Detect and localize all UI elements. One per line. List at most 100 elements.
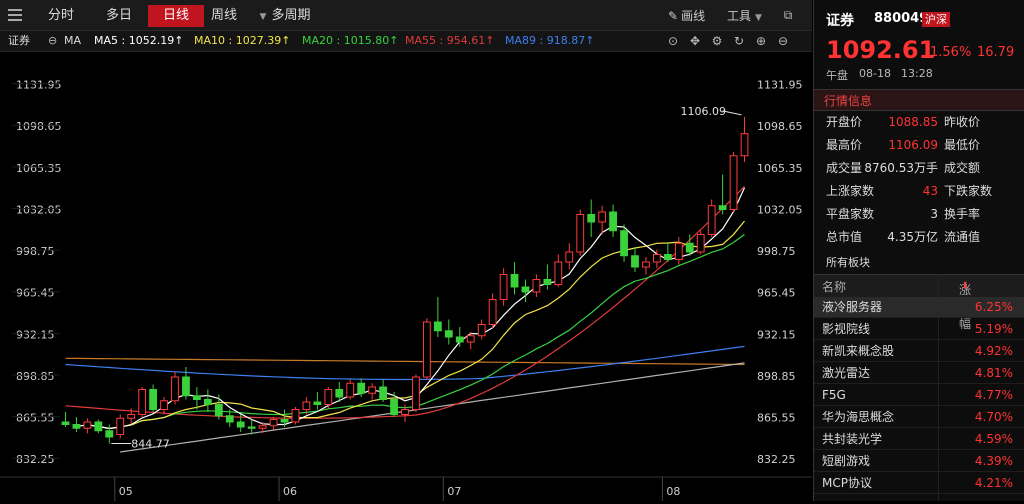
- draw-button[interactable]: ✎ 画线: [668, 5, 705, 27]
- ma89-value: MA89 : 918.87↑: [505, 34, 595, 47]
- table-column-divider: [938, 274, 939, 501]
- stat-label-2: 下跌家数: [944, 184, 993, 198]
- ma-long-orange-line: [65, 357, 745, 366]
- y-tick-label-left: 1065.35: [16, 162, 62, 175]
- candle-body: [543, 279, 552, 285]
- sector-name: F5G: [822, 388, 846, 402]
- settings-icon[interactable]: ⚙: [711, 34, 723, 48]
- tab-multiday[interactable]: 多日: [105, 8, 132, 23]
- tab-daily[interactable]: 日线: [148, 5, 204, 27]
- stat-value: 8760.53万手: [864, 161, 938, 175]
- refresh-icon[interactable]: ↻: [733, 34, 745, 48]
- chart-toolbar: 分时 多日 日线 周线 ▼ 多周期 ✎ 画线 工具 ▼ ⧉: [0, 0, 812, 31]
- candle-body: [335, 389, 344, 398]
- candle-body: [455, 336, 464, 343]
- market-info-header[interactable]: 行情信息: [814, 89, 1024, 111]
- candle-body: [674, 242, 683, 260]
- y-tick-label-right: 932.15: [757, 328, 796, 341]
- stat-value: 43: [922, 184, 938, 198]
- candle-body: [105, 430, 114, 438]
- ma55-value: MA55 : 954.61↑: [405, 34, 495, 47]
- sector-row[interactable]: 影视院线 5.19%: [814, 319, 1024, 340]
- session-label: 午盘: [826, 69, 848, 82]
- sector-name: 短剧游戏: [822, 454, 871, 468]
- sector-pct: 4.70%: [974, 410, 1013, 424]
- sector-pct: 4.59%: [974, 432, 1013, 446]
- quote-date: 08-18: [859, 67, 891, 80]
- stat-label: 平盘家数: [826, 207, 875, 221]
- sector-name: 华为海思概念: [822, 410, 895, 424]
- sector-row[interactable]: 华为海思概念 4.70%: [814, 407, 1024, 428]
- sector-row[interactable]: 短剧游戏 4.39%: [814, 451, 1024, 472]
- stat-label-2: 最低价: [944, 138, 981, 152]
- candle-body: [61, 421, 70, 425]
- candle-body: [280, 419, 289, 423]
- stat-value: 3: [930, 207, 938, 221]
- security-code: 880049: [874, 11, 929, 26]
- stat-label-2: 成交额: [944, 161, 981, 175]
- col-name-header[interactable]: 名称: [822, 280, 847, 294]
- candle-body: [193, 395, 201, 400]
- candle-body: [653, 254, 661, 263]
- collapse-icon[interactable]: ⊙: [667, 34, 679, 48]
- sector-name: 激光雷达: [822, 366, 871, 380]
- candle-body: [160, 400, 168, 410]
- candle-body: [718, 205, 727, 210]
- quote-panel: 证券 880049 沪深 1092.61 1.56% 16.79 午盘 08-1…: [813, 0, 1024, 501]
- y-tick-label-right: 1032.05: [757, 203, 803, 216]
- candle-body: [116, 417, 125, 435]
- all-sectors-label[interactable]: 所有板块: [826, 256, 870, 269]
- candle-body: [225, 415, 234, 423]
- candle-body: [357, 382, 366, 394]
- stat-label: 总市值: [826, 230, 863, 244]
- y-tick-label-right: 1131.95: [757, 79, 803, 92]
- sector-row[interactable]: 激光雷达 4.81%: [814, 363, 1024, 384]
- move-icon[interactable]: ✥: [689, 34, 701, 48]
- candle-body: [707, 205, 716, 235]
- candle-body: [598, 211, 607, 223]
- sector-row[interactable]: F5G 4.77%: [814, 385, 1024, 406]
- candle-body: [258, 425, 267, 429]
- restore-window-icon[interactable]: ⧉: [783, 8, 793, 22]
- candle-body: [127, 414, 136, 419]
- sector-pct: 5.19%: [974, 322, 1013, 336]
- zoom-out-icon[interactable]: ⊖: [777, 34, 789, 48]
- high-annotation-label: 1106.09: [681, 105, 727, 118]
- y-tick-label-left: 1098.65: [16, 120, 62, 133]
- y-tick-label-left: 998.75: [16, 245, 55, 258]
- zoom-in-icon[interactable]: ⊕: [755, 34, 767, 48]
- candle-body: [663, 254, 672, 260]
- low-annotation-label: 844.77: [131, 438, 170, 451]
- tab-multi-period[interactable]: ▼ 多周期: [250, 5, 320, 27]
- tools-label: 工具: [727, 9, 752, 23]
- sector-row[interactable]: 液冷服务器 6.25%: [814, 297, 1024, 318]
- sector-row[interactable]: MCP协议 4.21%: [814, 473, 1024, 494]
- candle-body: [609, 211, 617, 232]
- change-percent: 1.56%: [930, 45, 972, 60]
- candle-body: [324, 389, 333, 405]
- stat-label: 上涨家数: [826, 184, 875, 198]
- y-tick-label-left: 1032.05: [16, 203, 62, 216]
- sector-row[interactable]: 新凯来概念股 4.92%: [814, 341, 1024, 362]
- tab-intraday[interactable]: 分时: [47, 8, 74, 23]
- candle-body: [466, 335, 475, 343]
- sector-name: 共封装光学: [822, 432, 883, 446]
- sector-row[interactable]: 共封装光学 4.59%: [814, 429, 1024, 450]
- y-tick-label-left: 865.55: [16, 412, 55, 425]
- candle-body: [587, 214, 596, 223]
- tools-button[interactable]: 工具 ▼: [727, 5, 762, 27]
- tab-weekly[interactable]: 周线: [210, 8, 237, 23]
- candlestick-chart[interactable]: 1131.95 1131.95 1098.65 1098.65 1065.35 1065.…: [0, 52, 812, 501]
- ma55-line: [65, 185, 745, 419]
- candle-body: [488, 299, 497, 325]
- y-tick-label-left: 898.85: [16, 370, 55, 383]
- ma-long-gray-line: [120, 362, 745, 453]
- market-stat-row: 平盘家数 3 换手率: [814, 203, 1024, 225]
- candle-body: [313, 401, 322, 405]
- ma-dropdown-icon[interactable]: ⊖: [48, 34, 58, 47]
- menu-icon[interactable]: [8, 9, 22, 21]
- candle-body: [138, 389, 147, 415]
- candle-body: [423, 321, 431, 378]
- candle-body: [532, 279, 541, 293]
